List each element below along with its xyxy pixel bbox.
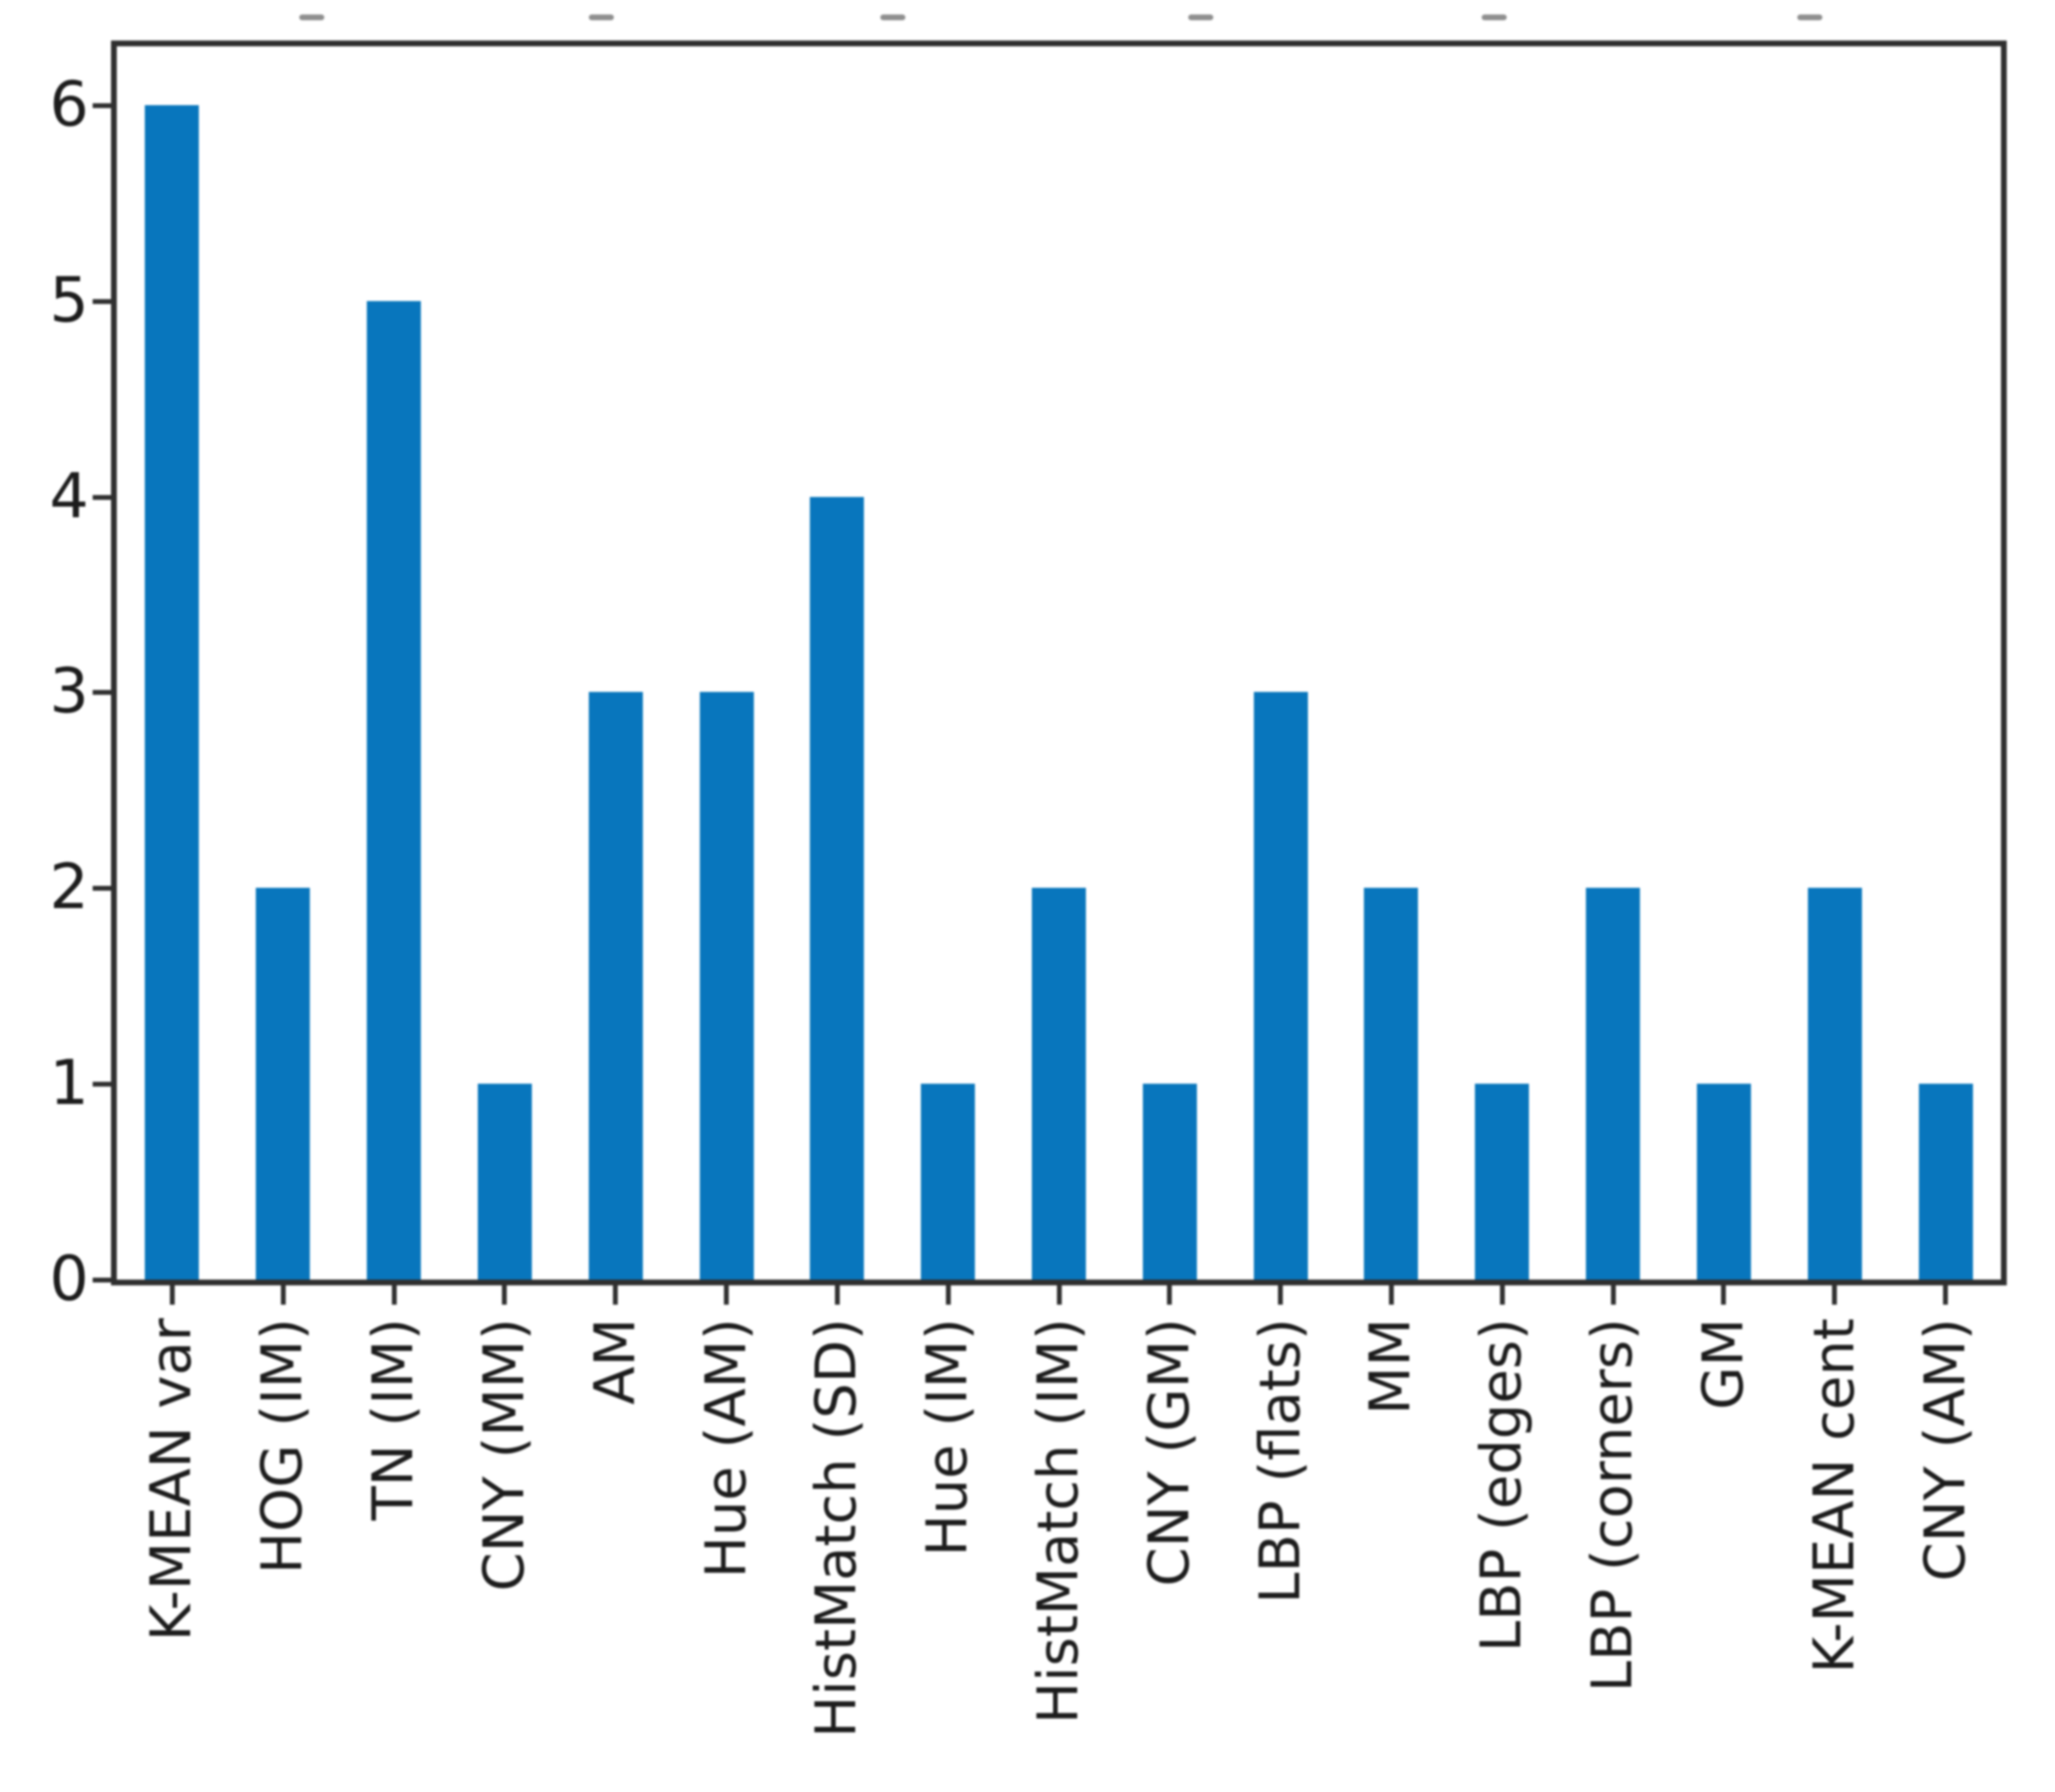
bar (367, 301, 422, 1280)
bar (588, 692, 643, 1280)
y-axis-tick (93, 690, 111, 695)
x-axis-tick (946, 1285, 951, 1305)
y-axis-tick-label: 1 (49, 1048, 89, 1119)
bar (1364, 888, 1419, 1280)
y-axis-tick-label: 4 (49, 461, 89, 533)
x-axis-tick (1057, 1285, 1062, 1305)
cropped-text-artifact (589, 14, 614, 20)
x-axis-tick (281, 1285, 286, 1305)
y-axis-tick (93, 495, 111, 500)
bar (1032, 888, 1086, 1280)
x-axis-tick (1389, 1285, 1394, 1305)
x-axis-tick (1167, 1285, 1172, 1305)
x-axis-tick-label: CNY (AM) (1912, 1318, 1978, 1582)
y-axis-tick-label: 0 (49, 1244, 89, 1315)
x-axis-tick-label: AM (582, 1318, 648, 1405)
x-axis-tick (392, 1285, 397, 1305)
x-axis-tick-label: LBP (corners) (1579, 1318, 1645, 1693)
x-axis-tick-label: HistMatch (IM) (1025, 1318, 1091, 1724)
bar (1696, 1084, 1751, 1280)
bar (1807, 888, 1862, 1280)
x-axis-tick (502, 1285, 507, 1305)
x-axis-tick-label: HOG (IM) (249, 1318, 315, 1575)
cropped-text-artifact (1482, 14, 1507, 20)
x-axis-tick (1721, 1285, 1726, 1305)
cropped-text-artifact (1188, 14, 1213, 20)
x-axis-tick-label: GM (1690, 1318, 1756, 1410)
x-axis-tick (613, 1285, 618, 1305)
x-axis-tick-label: CNY (MM) (471, 1318, 537, 1592)
bar (810, 497, 865, 1280)
x-axis-tick (170, 1285, 175, 1305)
x-axis-tick (1278, 1285, 1283, 1305)
x-axis-tick (1611, 1285, 1616, 1305)
bar (921, 1084, 976, 1280)
y-axis-tick (93, 103, 111, 108)
bar (1253, 692, 1308, 1280)
bar (145, 105, 200, 1280)
bar (1142, 1084, 1197, 1280)
bar (699, 692, 754, 1280)
x-axis-tick (1832, 1285, 1837, 1305)
x-axis-tick (1943, 1285, 1948, 1305)
cropped-text-artifact (880, 14, 905, 20)
x-axis-tick-label: K-MEAN cent (1801, 1318, 1867, 1674)
x-axis-tick-label: CNY (GM) (1136, 1318, 1202, 1586)
y-axis-tick-label: 6 (49, 69, 89, 141)
y-axis-tick (93, 1082, 111, 1087)
bar (1918, 1084, 1973, 1280)
x-axis-tick-label: Hue (AM) (693, 1318, 759, 1579)
x-axis-tick-label: K-MEAN var (138, 1318, 204, 1641)
y-axis-tick-label: 3 (49, 656, 89, 728)
y-axis-tick (93, 299, 111, 304)
x-axis-tick (724, 1285, 729, 1305)
x-axis-tick-label: HistMatch (SD) (803, 1318, 869, 1738)
bar (256, 888, 311, 1280)
y-axis-tick (93, 1278, 111, 1282)
y-axis-tick (93, 886, 111, 891)
bar (1475, 1084, 1530, 1280)
x-axis-tick-label: TN (IM) (360, 1318, 426, 1521)
y-axis-tick-label: 2 (49, 852, 89, 924)
bar (1586, 888, 1641, 1280)
x-axis-tick (835, 1285, 840, 1305)
x-axis-tick (1500, 1285, 1505, 1305)
x-axis-tick-label: MM (1357, 1318, 1423, 1416)
x-axis-tick-label: LBP (edges) (1468, 1318, 1534, 1652)
y-axis-tick-label: 5 (49, 265, 89, 337)
bar (477, 1084, 532, 1280)
cropped-text-artifact (299, 14, 324, 20)
x-axis-tick-label: Hue (IM) (914, 1318, 980, 1557)
x-axis-tick-label: LBP (flats) (1247, 1318, 1313, 1604)
cropped-text-artifact (1797, 14, 1822, 20)
